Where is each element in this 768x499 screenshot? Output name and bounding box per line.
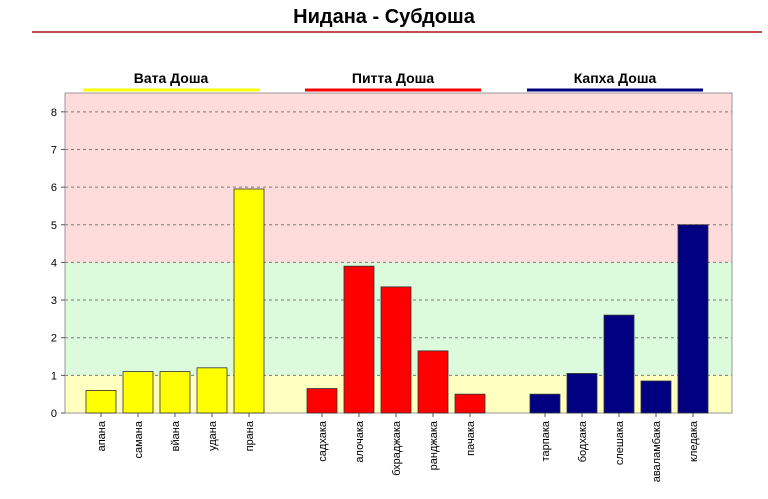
bar-0-4 bbox=[233, 188, 265, 414]
zone-band-2 bbox=[65, 93, 732, 263]
bar-2-1 bbox=[566, 373, 598, 414]
legend-label-0: Вата Доша bbox=[134, 70, 209, 86]
category-label-0-3: удана bbox=[207, 420, 219, 451]
bar-2-2 bbox=[603, 314, 635, 414]
bar-1-2 bbox=[380, 286, 412, 414]
y-tick-label-3: 3 bbox=[51, 295, 57, 307]
y-tick-label-8: 8 bbox=[51, 107, 57, 119]
category-label-2-3: аваламбака bbox=[651, 420, 663, 482]
category-label-1-0: садхака bbox=[317, 420, 329, 462]
bar-1-1 bbox=[343, 265, 375, 414]
y-tick-label-7: 7 bbox=[51, 144, 57, 156]
category-label-2-2: слешака bbox=[614, 420, 626, 465]
bar-2-4 bbox=[677, 224, 709, 414]
category-label-0-4: прана bbox=[244, 420, 256, 451]
category-label-1-1: алочака bbox=[354, 420, 366, 462]
y-tick-label-5: 5 bbox=[51, 220, 57, 232]
bar-2-3 bbox=[640, 380, 672, 414]
bar-0-3 bbox=[196, 367, 228, 414]
category-label-2-0: тарпака bbox=[540, 420, 552, 461]
category-label-0-2: вйана bbox=[170, 420, 182, 451]
bar-0-1 bbox=[122, 371, 154, 414]
bar-2-0 bbox=[529, 393, 561, 414]
legend-label-2: Капха Доша bbox=[574, 70, 657, 86]
category-label-1-4: пачака bbox=[465, 420, 477, 456]
y-tick-label-4: 4 bbox=[51, 257, 57, 269]
y-tick-label-2: 2 bbox=[51, 333, 57, 345]
category-label-0-0: апана bbox=[96, 420, 108, 451]
y-tick-label-1: 1 bbox=[51, 370, 57, 382]
legend-label-1: Питта Доша bbox=[352, 70, 434, 86]
y-tick-label-6: 6 bbox=[51, 182, 57, 194]
page-title: Нидана - Субдоша bbox=[293, 6, 475, 28]
category-label-1-2: бхраджака bbox=[391, 420, 403, 476]
title-underline bbox=[32, 31, 762, 33]
category-label-0-1: самана bbox=[133, 420, 145, 458]
bar-1-0 bbox=[306, 388, 338, 414]
y-tick-label-0: 0 bbox=[51, 408, 57, 420]
bar-0-0 bbox=[85, 390, 117, 414]
category-label-2-1: бодхака bbox=[577, 420, 589, 462]
bar-0-2 bbox=[159, 371, 191, 414]
category-label-2-4: кледака bbox=[688, 420, 700, 462]
bar-1-4 bbox=[454, 393, 486, 414]
bar-1-3 bbox=[417, 350, 449, 414]
category-label-1-3: ранджака bbox=[428, 420, 440, 470]
